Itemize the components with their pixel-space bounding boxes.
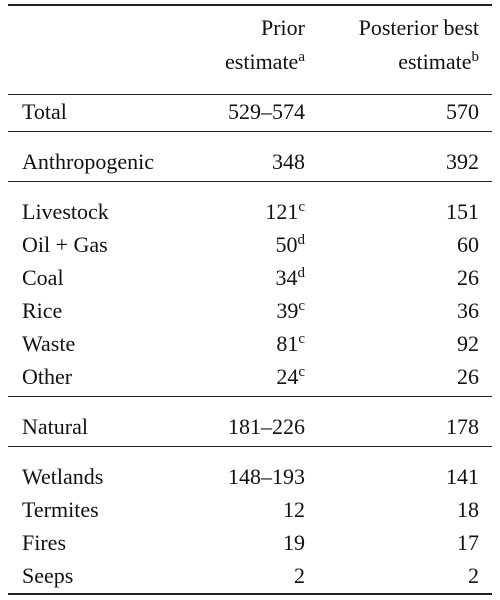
prior-value: 529–574 bbox=[228, 99, 305, 125]
prior-value-text: 81 bbox=[276, 331, 299, 356]
row-label: Waste bbox=[22, 331, 76, 356]
column-header-text: estimate bbox=[398, 49, 472, 74]
prior-value-text: 19 bbox=[283, 530, 305, 555]
posterior-value-text: 2 bbox=[468, 563, 479, 588]
footnote-mark: c bbox=[298, 199, 305, 215]
row-label: Coal bbox=[22, 265, 64, 290]
column-header: Posterior best bbox=[359, 15, 479, 41]
posterior-value: 570 bbox=[446, 99, 479, 125]
prior-value: 348 bbox=[272, 149, 305, 175]
posterior-value-text: 141 bbox=[446, 464, 479, 489]
row-label: Termites bbox=[22, 497, 99, 522]
posterior-value-text: 178 bbox=[446, 414, 479, 439]
posterior-value-text: 570 bbox=[446, 99, 479, 124]
column-header: Prior bbox=[261, 15, 305, 41]
prior-value-text: 148–193 bbox=[228, 464, 305, 489]
posterior-value-text: 392 bbox=[446, 149, 479, 174]
prior-value-text: 34 bbox=[275, 265, 298, 290]
prior-value-text: 181–226 bbox=[228, 414, 305, 439]
prior-value-text: 24 bbox=[276, 364, 299, 389]
row-label: Fires bbox=[22, 530, 66, 555]
column-header-text: Posterior best bbox=[358, 15, 479, 40]
posterior-value: 92 bbox=[457, 331, 479, 357]
prior-value: 121c bbox=[265, 199, 305, 225]
footnote-mark: c bbox=[298, 364, 305, 380]
footnote-mark: b bbox=[471, 49, 480, 65]
footnote-mark: d bbox=[297, 232, 306, 248]
footnote-mark: c bbox=[298, 298, 305, 314]
prior-value-text: 2 bbox=[294, 563, 305, 588]
prior-value-text: 12 bbox=[283, 497, 305, 522]
posterior-value: 26 bbox=[457, 265, 479, 291]
posterior-value: 17 bbox=[457, 530, 479, 556]
row-label: Wetlands bbox=[22, 464, 104, 489]
row-label: Livestock bbox=[22, 199, 109, 224]
column-header: estimatea bbox=[225, 49, 305, 75]
prior-value: 34d bbox=[276, 265, 306, 291]
rule bbox=[8, 446, 492, 447]
column-header-text: Prior bbox=[261, 15, 305, 40]
posterior-value-text: 151 bbox=[446, 199, 479, 224]
rule bbox=[8, 131, 492, 132]
rule bbox=[8, 396, 492, 397]
row-label: Oil + Gas bbox=[22, 232, 108, 257]
posterior-value-text: 26 bbox=[457, 364, 479, 389]
posterior-value: 178 bbox=[446, 414, 479, 440]
prior-value-text: 529–574 bbox=[228, 99, 305, 124]
prior-value: 39c bbox=[276, 298, 305, 324]
posterior-value-text: 26 bbox=[457, 265, 479, 290]
posterior-value-text: 17 bbox=[457, 530, 479, 555]
prior-value-text: 348 bbox=[272, 149, 305, 174]
prior-value: 50d bbox=[276, 232, 306, 258]
posterior-value-text: 92 bbox=[457, 331, 479, 356]
column-header: estimateb bbox=[398, 49, 479, 75]
posterior-value-text: 18 bbox=[457, 497, 479, 522]
posterior-value: 18 bbox=[457, 497, 479, 523]
prior-value: 81c bbox=[276, 331, 305, 357]
prior-value: 12 bbox=[283, 497, 305, 523]
column-header-text: estimate bbox=[225, 49, 299, 74]
row-label: Total bbox=[22, 99, 67, 124]
rule bbox=[8, 94, 492, 95]
row-label: Anthropogenic bbox=[22, 149, 154, 174]
row-label: Rice bbox=[22, 298, 63, 323]
posterior-value: 60 bbox=[457, 232, 479, 258]
rule bbox=[8, 4, 492, 6]
footnote-mark: c bbox=[298, 331, 305, 347]
posterior-value-text: 60 bbox=[457, 232, 479, 257]
rule bbox=[8, 181, 492, 182]
footnote-mark: a bbox=[298, 49, 305, 65]
prior-value-text: 121 bbox=[265, 199, 299, 224]
row-label: Other bbox=[22, 364, 73, 389]
posterior-value: 36 bbox=[457, 298, 479, 324]
posterior-value: 151 bbox=[446, 199, 479, 225]
prior-value-text: 39 bbox=[276, 298, 299, 323]
posterior-value-text: 36 bbox=[457, 298, 479, 323]
prior-value: 2 bbox=[294, 563, 305, 589]
prior-value-text: 50 bbox=[275, 232, 298, 257]
prior-value: 24c bbox=[276, 364, 305, 390]
posterior-value: 26 bbox=[457, 364, 479, 390]
posterior-value: 141 bbox=[446, 464, 479, 490]
row-label: Seeps bbox=[22, 563, 74, 588]
prior-value: 181–226 bbox=[228, 414, 305, 440]
posterior-value: 2 bbox=[468, 563, 479, 589]
rule bbox=[8, 593, 492, 595]
prior-value: 148–193 bbox=[228, 464, 305, 490]
row-label: Natural bbox=[22, 414, 88, 439]
posterior-value: 392 bbox=[446, 149, 479, 175]
prior-value: 19 bbox=[283, 530, 305, 556]
footnote-mark: d bbox=[297, 265, 306, 281]
